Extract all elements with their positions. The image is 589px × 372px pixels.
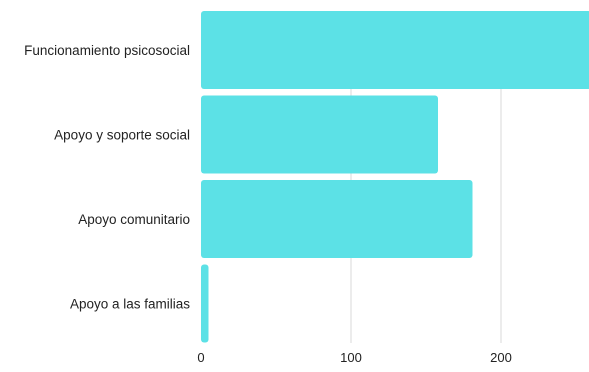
category-label: Funcionamiento psicosocial	[24, 43, 190, 58]
category-label: Apoyo a las familias	[70, 297, 190, 312]
bar-1[interactable]	[201, 11, 589, 89]
x-tick-label: 0	[197, 350, 204, 365]
x-axis-tick-labels: 0 100 200	[197, 350, 511, 365]
bar-3[interactable]	[201, 180, 473, 258]
category-label: Apoyo y soporte social	[54, 128, 190, 143]
category-labels: Funcionamiento psicosocial Apoyo y soport…	[24, 43, 190, 312]
category-label: Apoyo comunitario	[78, 212, 190, 227]
x-tick-label: 100	[340, 350, 362, 365]
bar-2[interactable]	[201, 95, 438, 174]
bars	[201, 11, 589, 343]
x-tick-label: 200	[490, 350, 512, 365]
bar-4[interactable]	[201, 264, 209, 343]
